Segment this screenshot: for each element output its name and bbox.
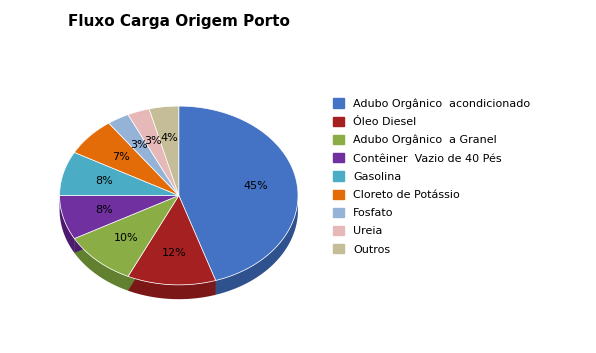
Polygon shape xyxy=(74,196,179,253)
Legend: Adubo Orgânico  acondicionado, Óleo Diesel, Adubo Orgânico  a Granel, Contêiner : Adubo Orgânico acondicionado, Óleo Diese… xyxy=(333,98,530,255)
Polygon shape xyxy=(149,106,179,196)
Polygon shape xyxy=(60,196,179,210)
Text: 45%: 45% xyxy=(243,181,268,191)
Polygon shape xyxy=(60,196,74,253)
Text: 8%: 8% xyxy=(95,205,113,215)
Text: 12%: 12% xyxy=(162,249,187,258)
Text: Fluxo Carga Origem Porto: Fluxo Carga Origem Porto xyxy=(68,14,290,29)
Polygon shape xyxy=(74,196,179,253)
Text: 8%: 8% xyxy=(95,176,113,186)
Polygon shape xyxy=(128,196,179,291)
Text: 7%: 7% xyxy=(112,152,129,162)
Polygon shape xyxy=(74,239,128,291)
Polygon shape xyxy=(216,199,298,295)
Polygon shape xyxy=(128,196,216,285)
Text: 4%: 4% xyxy=(160,133,178,143)
Text: 10%: 10% xyxy=(113,233,138,243)
Polygon shape xyxy=(179,196,216,295)
Text: 3%: 3% xyxy=(144,136,162,146)
Text: 3%: 3% xyxy=(131,140,148,150)
Polygon shape xyxy=(74,196,179,276)
Polygon shape xyxy=(179,106,298,281)
Polygon shape xyxy=(74,123,179,196)
Polygon shape xyxy=(128,276,216,299)
Polygon shape xyxy=(60,196,179,210)
Polygon shape xyxy=(60,196,179,239)
Polygon shape xyxy=(60,152,179,196)
Polygon shape xyxy=(128,109,179,196)
Polygon shape xyxy=(108,115,179,196)
Polygon shape xyxy=(128,196,179,291)
Polygon shape xyxy=(179,196,216,295)
